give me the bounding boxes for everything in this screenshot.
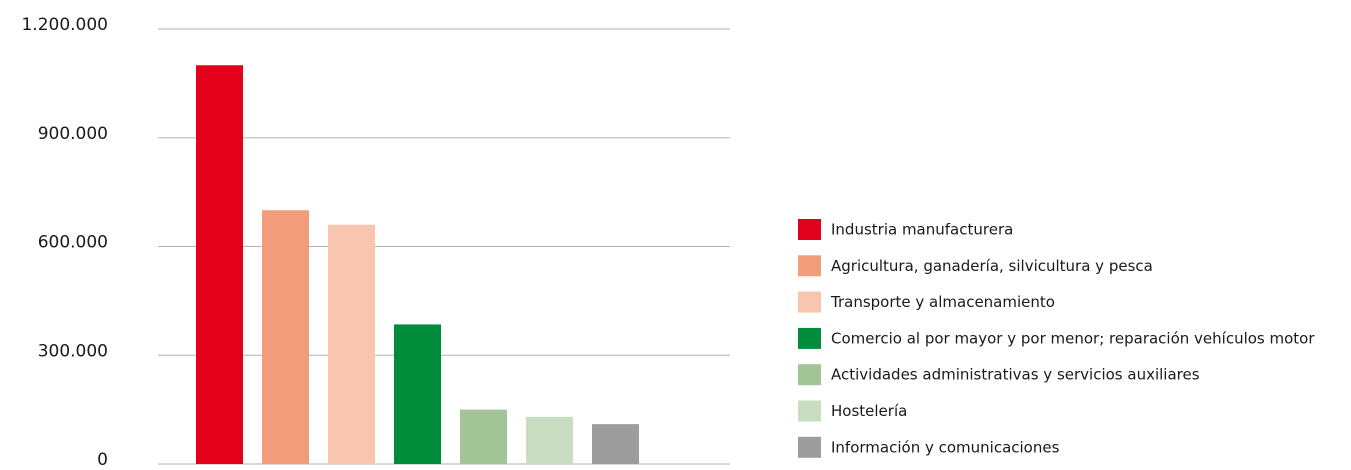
legend-swatch: [798, 364, 821, 386]
y-tick-label: 300.000: [38, 341, 108, 361]
legend-label: Información y comunicaciones: [831, 438, 1060, 456]
bar: [328, 224, 375, 464]
legend-label: Transporte y almacenamiento: [830, 293, 1055, 311]
bar: [394, 324, 441, 464]
y-tick-label: 0: [97, 450, 108, 470]
legend-swatch: [798, 400, 821, 422]
bar: [262, 210, 309, 464]
y-tick-label: 600.000: [38, 233, 108, 253]
legend-label: Hostelería: [831, 402, 907, 420]
bar: [460, 409, 507, 464]
legend-swatch: [798, 255, 821, 277]
legend-swatch: [798, 327, 821, 349]
legend-swatch: [798, 436, 821, 458]
legend-label: Industria manufacturera: [831, 221, 1013, 239]
legend-label: Comercio al por mayor y por menor; repar…: [831, 329, 1315, 347]
bar: [526, 416, 573, 464]
legend-swatch: [798, 291, 821, 313]
legend-label: Agricultura, ganadería, silvicultura y p…: [831, 257, 1153, 275]
legend-swatch: [798, 219, 821, 240]
bar: [592, 424, 639, 464]
y-tick-label: 900.000: [38, 124, 108, 144]
bar: [196, 65, 243, 464]
y-tick-label: 1.200.000: [21, 15, 108, 35]
legend-label: Actividades administrativas y servicios …: [831, 366, 1200, 384]
